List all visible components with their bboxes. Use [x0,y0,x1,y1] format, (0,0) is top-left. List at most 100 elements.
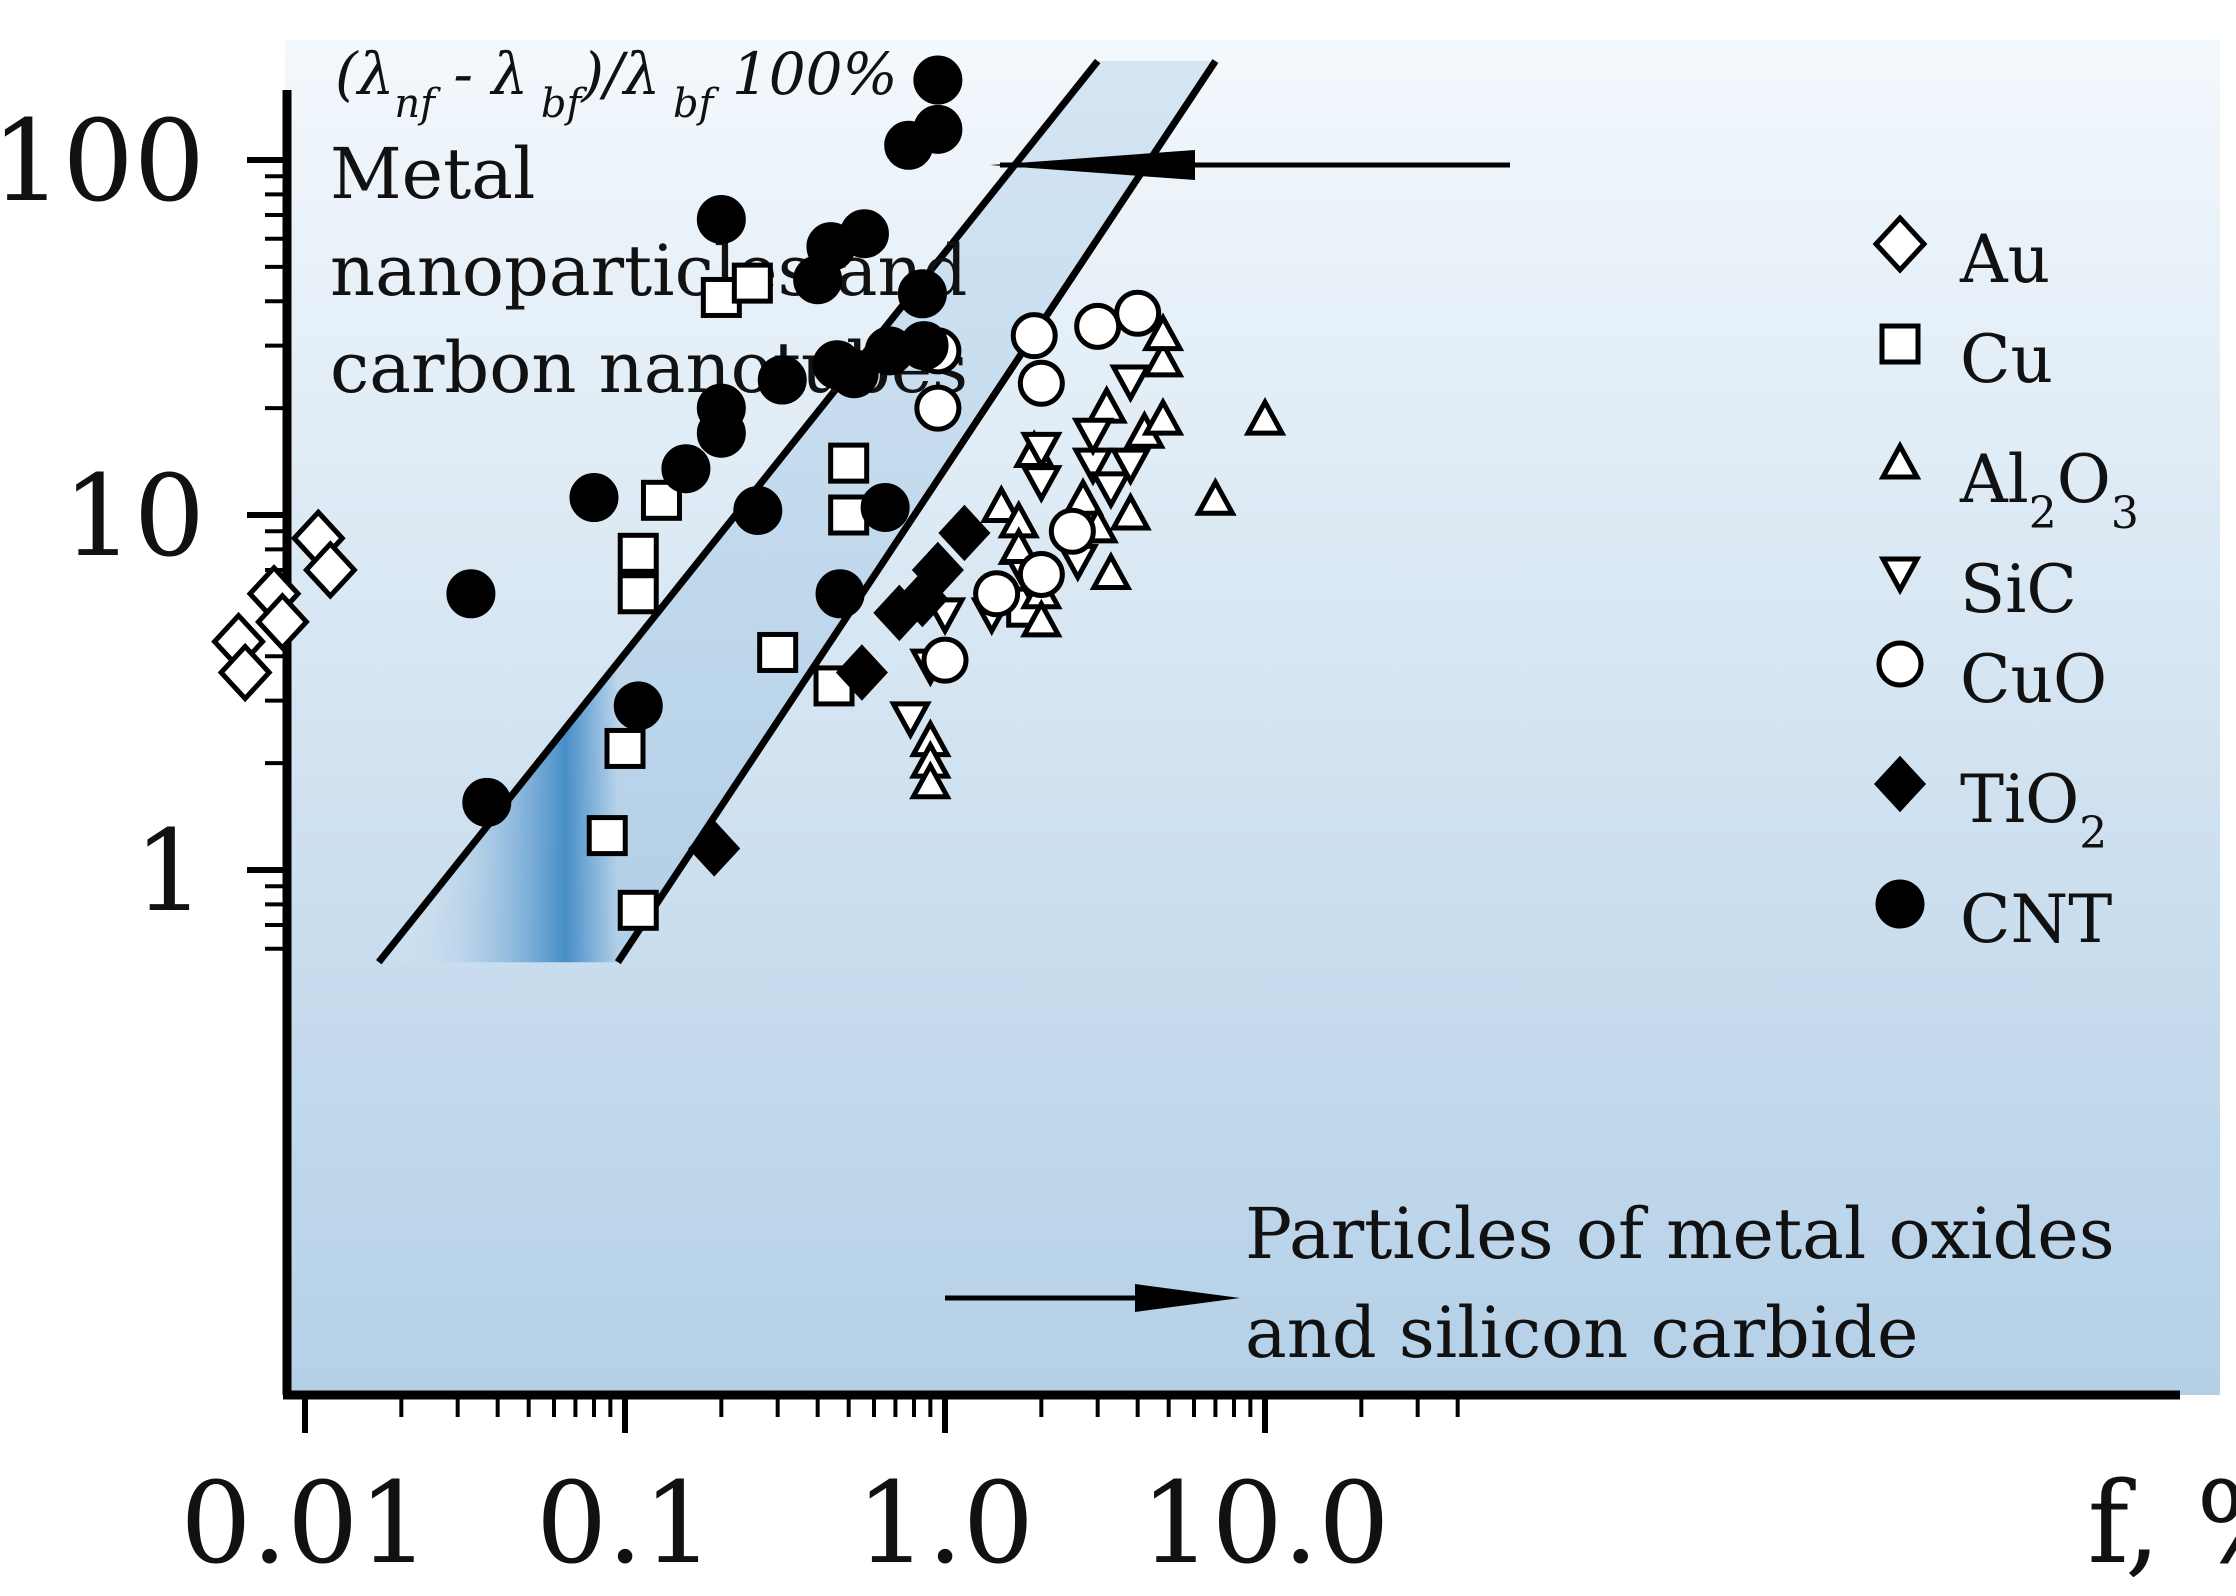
point-cuo [1017,550,1065,598]
x-tick-label: 0.1 [536,1459,714,1589]
legend-label-au: Au [1959,221,2050,298]
point-al2o3 [1109,491,1152,531]
point-sic [1109,364,1152,404]
point-al2o3 [1141,312,1185,352]
legend-symbol-cu [1879,323,1921,365]
point-cnt [613,681,663,731]
point-cuo [1114,289,1162,337]
annotation-upper-line-1: Metal [330,133,535,215]
point-tio2 [835,644,888,701]
y-tick-label: 10 [62,452,205,582]
point-cnt [815,569,865,619]
point-tio2 [911,541,964,599]
point-cnt [696,194,746,244]
point-cu [617,573,659,615]
point-cu [828,442,870,484]
legend-item-cuo: CuO [1876,640,2107,718]
legend-item-au: Au [1872,214,2050,298]
legend-label-cnt: CNT [1960,881,2112,958]
series-tio2 [688,504,991,877]
point-cu [604,727,646,769]
legend-item-al2o3: Al2O3 [1878,440,2139,539]
point-al2o3 [1141,396,1185,436]
y-tick-labels: 1 10 100 [0,97,205,937]
point-cnt [696,408,746,458]
legend-label-cuo: CuO [1960,641,2107,718]
legend-item-tio2: TiO2 [1873,755,2107,859]
legend-item-sic: SiC [1878,551,2077,628]
point-al2o3 [980,484,1023,523]
legend-symbol-cuo [1876,640,1924,688]
annotation-lower-line-1: Particles of metal oxides [1245,1193,2115,1275]
annotation-upper-arrowhead [990,150,1195,180]
x-axis-ticks [302,1395,1460,1433]
point-cu [617,532,659,574]
legend-label-sic: SiC [1960,551,2077,628]
point-cnt [462,777,512,827]
point-au [217,642,273,703]
point-au [255,592,310,652]
point-sic [889,701,932,741]
point-al2o3 [909,760,952,800]
point-cnt [446,569,496,619]
annotation-lower: Particles of metal oxides and silicon ca… [945,1193,2115,1374]
point-cu [731,262,773,304]
series-cuo [914,289,1162,684]
legend: Au Cu Al2O3 SiC CuO TiO2 CNT [1872,214,2139,958]
legend-symbol-au [1872,214,1928,274]
axes: 0.01 0.1 1.0 10.0 1 10 100 f, % [0,90,2236,1589]
point-cnt [757,355,807,405]
legend-label-cu: Cu [1960,321,2053,398]
point-tio2 [938,504,991,562]
x-tick-labels: 0.01 0.1 1.0 10.0 [180,1459,1389,1589]
point-cnt [860,482,910,532]
point-sic [1071,417,1115,457]
point-cu [757,631,799,673]
point-cnt [839,209,889,259]
point-au [302,540,358,600]
legend-marker-sic [1878,556,1922,596]
point-tio2 [688,820,741,877]
point-cnt [913,104,963,154]
point-cnt [897,269,947,319]
point-cnt [913,55,963,105]
legend-marker-tio2 [1873,755,1927,813]
series-cnt [446,55,963,827]
y-axis-ticks [247,157,287,951]
point-cnt [733,485,783,535]
point-sic [1089,471,1133,511]
point-al2o3 [1020,598,1063,638]
point-cu [617,889,659,931]
legend-symbol-al2o3 [1878,440,1922,480]
legend-marker-au [1872,214,1928,274]
point-cu [586,815,628,857]
point-al2o3 [1243,396,1287,436]
point-cnt [661,444,711,494]
legend-marker-cnt [1875,879,1925,929]
point-cu [828,494,870,536]
point-al2o3 [1141,338,1185,378]
legend-label-tio2: TiO2 [1960,761,2107,859]
legend-symbol-cnt [1875,879,1925,929]
x-axis-label: f, % [2087,1459,2236,1589]
point-cnt [569,473,619,523]
legend-marker-al2o3 [1878,440,1922,480]
point-cnt [899,321,949,371]
series-au [211,508,358,703]
point-cnt [829,349,879,399]
annotation-lower-line-2: and silicon carbide [1245,1292,1918,1374]
point-cuo [1048,507,1096,555]
x-tick-label: 0.01 [180,1459,429,1589]
legend-symbol-tio2 [1873,755,1927,813]
point-cuo [1074,302,1122,350]
point-sic [1109,447,1152,487]
annotation-lower-arrowhead [1135,1284,1240,1312]
y-axis-label: (λnf - λ bf)/λ bf 100% [335,40,898,127]
x-tick-label: 1.0 [856,1459,1034,1589]
point-cuo [921,636,969,684]
point-cuo [973,570,1021,618]
point-cuo [1017,359,1065,407]
x-tick-label: 10.0 [1140,1459,1389,1589]
legend-marker-cu [1879,323,1921,365]
